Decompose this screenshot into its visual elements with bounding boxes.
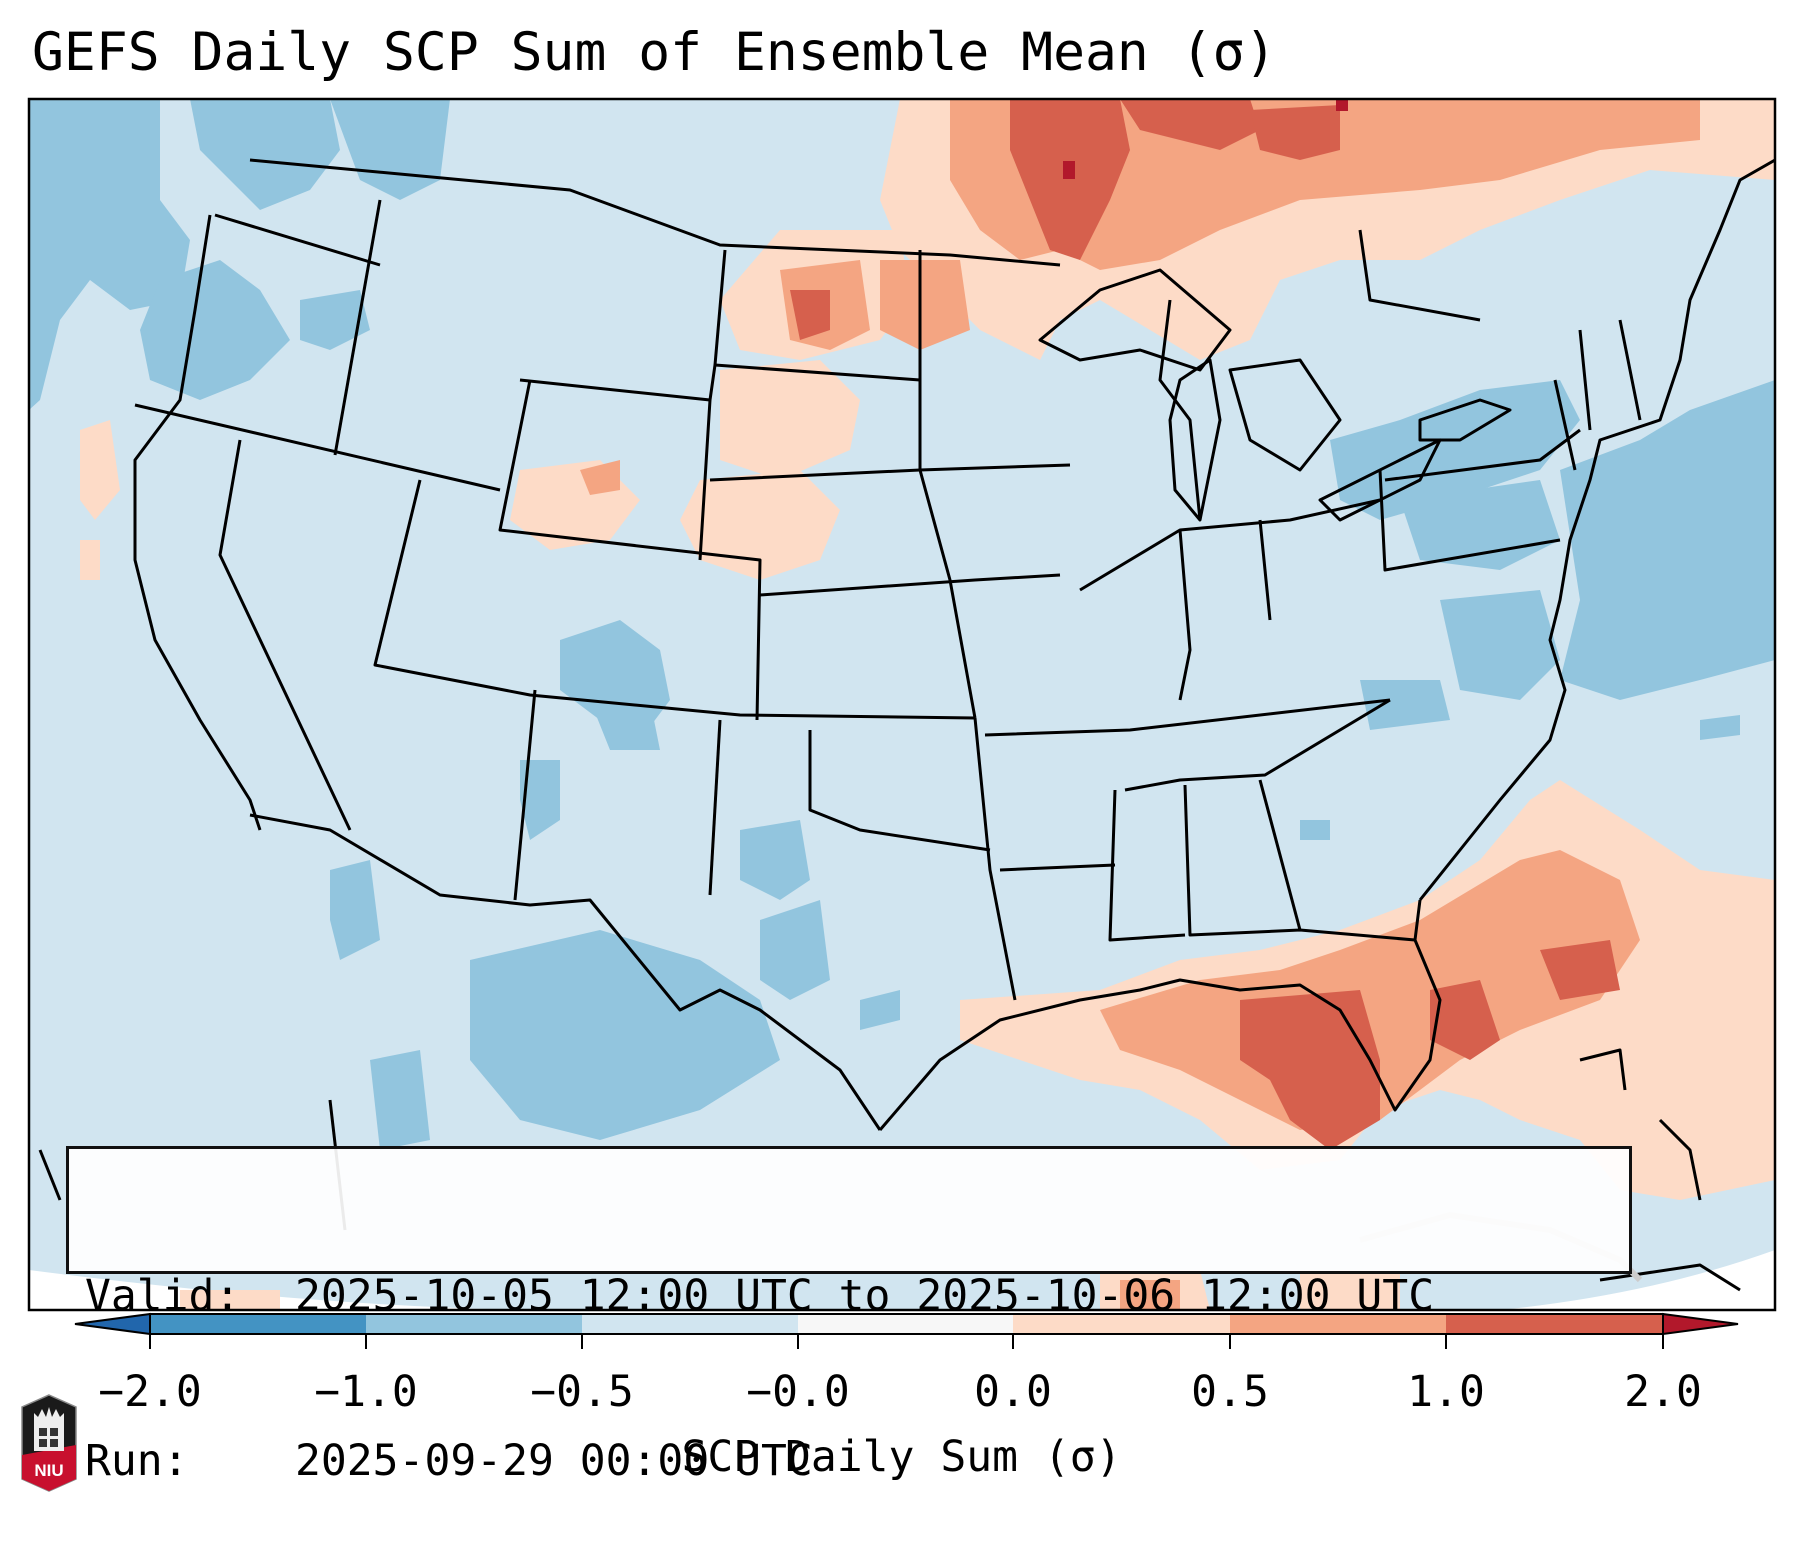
state-line	[1618, 319, 1642, 421]
run-label: Run:	[85, 1436, 189, 1486]
map-frame	[27, 97, 1777, 1312]
map-canvas	[27, 97, 1777, 1349]
lake-superior	[1038, 268, 1232, 372]
state-line	[1079, 498, 1381, 592]
state-line	[984, 698, 1391, 737]
colorbar-bin	[366, 1314, 582, 1334]
colorbar-bin	[582, 1314, 798, 1334]
valid-value: 2025-10-05 12:00 UTC to 2025-10-06 12:00…	[295, 1271, 1435, 1321]
state-line	[1178, 529, 1192, 701]
bahamas	[1658, 1118, 1702, 1201]
state-line	[1358, 229, 1481, 322]
valid-label: Valid:	[85, 1271, 241, 1321]
state-line	[373, 479, 976, 720]
colorbar-bin	[798, 1314, 1013, 1334]
border-mexico	[249, 813, 882, 1131]
bahamas	[1579, 1048, 1627, 1091]
state-line	[1183, 784, 1416, 942]
colorbar	[74, 1312, 1739, 1349]
state-line	[698, 399, 712, 561]
state-line	[709, 463, 1071, 482]
colorbar-outline	[149, 1313, 1664, 1335]
colorbar-tick-label: 0.0	[974, 1367, 1052, 1417]
state-line	[498, 379, 762, 721]
state-line	[999, 863, 1116, 872]
lake-michigan	[1168, 358, 1222, 522]
colorbar-bin	[150, 1314, 366, 1334]
niu-logo-icon: NIU	[21, 1394, 77, 1492]
field-positive-moderate	[580, 99, 1700, 1310]
lake-huron	[1228, 358, 1342, 472]
state-line	[1124, 698, 1391, 792]
map-field	[29, 99, 1775, 1310]
state-line	[218, 439, 352, 831]
state-line	[333, 199, 382, 456]
state-line	[214, 213, 381, 267]
lake-ontario	[1418, 398, 1512, 442]
state-line	[759, 573, 1061, 597]
state-line	[1378, 469, 1561, 572]
state-line	[973, 717, 1017, 1001]
projection-edge-left	[29, 1270, 520, 1310]
state-line	[1258, 519, 1272, 621]
svg-text:NIU: NIU	[34, 1461, 63, 1480]
field-positive-extreme	[1063, 99, 1348, 179]
state-line	[513, 689, 537, 901]
lake-erie	[1318, 438, 1442, 522]
colorbar-bin	[1446, 1314, 1663, 1334]
chart-title: GEFS Daily SCP Sum of Ensemble Mean (σ)	[32, 22, 1277, 83]
field-positive-strong	[790, 99, 1620, 1150]
colorbar-tick-label: −0.5	[530, 1367, 634, 1417]
coast-pacific	[133, 214, 262, 831]
state-line	[134, 403, 501, 492]
border-canada	[249, 158, 1061, 267]
state-line	[1384, 428, 1581, 482]
coast-gulf	[878, 899, 1442, 1131]
island	[38, 1149, 62, 1201]
validity-infobox: Valid: 2025-10-05 12:00 UTC to 2025-10-06…	[66, 1146, 1632, 1486]
state-line	[1578, 329, 1592, 431]
state-line	[708, 719, 722, 896]
state-line	[713, 249, 727, 366]
state-line	[1108, 789, 1186, 942]
colorbar-tick-label: 0.5	[1191, 1367, 1269, 1417]
colorbar-tick-label: −2.0	[98, 1367, 202, 1417]
state-line	[1553, 379, 1577, 471]
colorbar-bin	[1013, 1314, 1230, 1334]
state-line	[808, 730, 991, 852]
colorbar-tick-label: −1.0	[314, 1367, 418, 1417]
colorbar-label: SCP Daily Sum (σ)	[681, 1432, 1122, 1482]
colorbar-tick-label: 2.0	[1624, 1367, 1702, 1417]
state-line	[918, 250, 977, 719]
state-line	[519, 363, 921, 402]
state-line	[1258, 779, 1302, 931]
projection-edge-right	[1500, 1250, 1775, 1310]
field-negative-moderate	[29, 99, 1775, 1150]
run-value: 2025-09-29 00:00 UTC	[295, 1436, 813, 1486]
colorbar-bin	[1230, 1314, 1446, 1334]
coast-atlantic	[1418, 158, 1775, 901]
boundaries	[38, 158, 1775, 1292]
colorbar-tick-label: 1.0	[1407, 1367, 1485, 1417]
colorbar-tick-label: −0.0	[746, 1367, 850, 1417]
colorbar-extend-max	[1662, 1312, 1739, 1336]
